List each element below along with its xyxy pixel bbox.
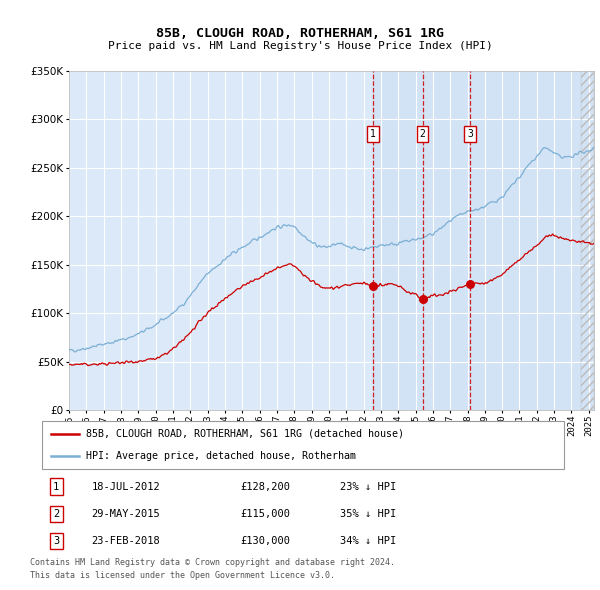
Text: HPI: Average price, detached house, Rotherham: HPI: Average price, detached house, Roth…: [86, 451, 356, 461]
Text: 2: 2: [420, 129, 425, 139]
Text: 85B, CLOUGH ROAD, ROTHERHAM, S61 1RG (detached house): 85B, CLOUGH ROAD, ROTHERHAM, S61 1RG (de…: [86, 429, 404, 439]
Text: 85B, CLOUGH ROAD, ROTHERHAM, S61 1RG: 85B, CLOUGH ROAD, ROTHERHAM, S61 1RG: [156, 27, 444, 40]
Text: £130,000: £130,000: [241, 536, 290, 546]
Text: 29-MAY-2015: 29-MAY-2015: [92, 509, 160, 519]
Text: 3: 3: [53, 536, 59, 546]
Text: Contains HM Land Registry data © Crown copyright and database right 2024.: Contains HM Land Registry data © Crown c…: [30, 558, 395, 566]
Text: 18-JUL-2012: 18-JUL-2012: [92, 482, 160, 491]
Text: This data is licensed under the Open Government Licence v3.0.: This data is licensed under the Open Gov…: [30, 571, 335, 580]
Text: 23% ↓ HPI: 23% ↓ HPI: [340, 482, 396, 491]
Text: 3: 3: [467, 129, 473, 139]
Text: 35% ↓ HPI: 35% ↓ HPI: [340, 509, 396, 519]
Text: Price paid vs. HM Land Registry's House Price Index (HPI): Price paid vs. HM Land Registry's House …: [107, 41, 493, 51]
Text: 2: 2: [53, 509, 59, 519]
Text: 1: 1: [370, 129, 376, 139]
Text: 1: 1: [53, 482, 59, 491]
Text: £115,000: £115,000: [241, 509, 290, 519]
Text: £128,200: £128,200: [241, 482, 290, 491]
FancyBboxPatch shape: [42, 421, 564, 469]
Text: 23-FEB-2018: 23-FEB-2018: [92, 536, 160, 546]
Text: 34% ↓ HPI: 34% ↓ HPI: [340, 536, 396, 546]
Bar: [373, 71, 594, 410]
